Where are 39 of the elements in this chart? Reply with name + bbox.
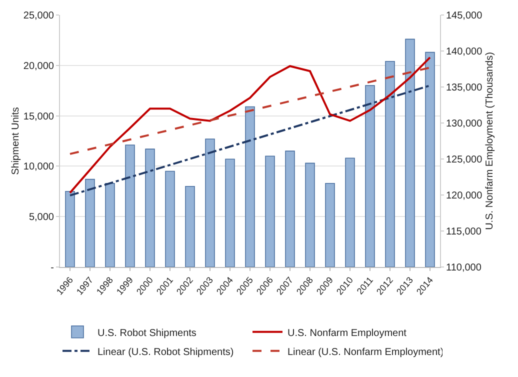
y-tick-label: - xyxy=(50,262,54,274)
bar xyxy=(165,170,175,267)
bar xyxy=(125,144,135,267)
y2-tick-label: 125,000 xyxy=(446,154,483,166)
bar xyxy=(325,182,335,267)
y-tick-label: 10,000 xyxy=(23,162,54,173)
bar xyxy=(305,162,315,267)
legend-label: U.S. Nonfarm Employment xyxy=(288,328,407,339)
y2-tick-label: 140,000 xyxy=(446,46,483,58)
y-tick-label: 15,000 xyxy=(23,111,54,122)
y-tick-label: 20,000 xyxy=(23,60,54,72)
y2-tick-label: 110,000 xyxy=(446,262,482,274)
bar xyxy=(385,60,395,267)
bar xyxy=(265,156,275,267)
y2-tick-label: 145,000 xyxy=(446,10,483,22)
bar xyxy=(85,178,95,267)
bar xyxy=(245,106,255,267)
y2-tick-label: 130,000 xyxy=(446,118,483,130)
bar xyxy=(205,138,215,267)
bar xyxy=(365,85,375,267)
bar xyxy=(345,158,355,267)
bar xyxy=(425,52,435,267)
line-series xyxy=(69,56,431,194)
y-tick-label: 25,000 xyxy=(23,10,54,22)
bar xyxy=(145,148,155,267)
y2-tick-label: 120,000 xyxy=(446,190,483,202)
legend-label: Linear (U.S. Robot Shipments) xyxy=(98,346,234,358)
bar xyxy=(105,182,115,267)
y-axis-title: Shipment Units xyxy=(10,107,22,175)
bar xyxy=(285,150,295,267)
y2-tick-label: 135,000 xyxy=(446,82,483,94)
bar xyxy=(185,186,195,267)
bar xyxy=(65,191,75,267)
y-tick-label: 5,000 xyxy=(28,212,54,224)
legend-label: U.S. Robot Shipments xyxy=(98,328,196,339)
bar xyxy=(405,38,415,267)
bar xyxy=(225,158,235,267)
y2-axis-title: U.S. Nonfarm Employment (Thousands) xyxy=(484,52,496,230)
y2-tick-label: 115,000 xyxy=(446,226,482,238)
